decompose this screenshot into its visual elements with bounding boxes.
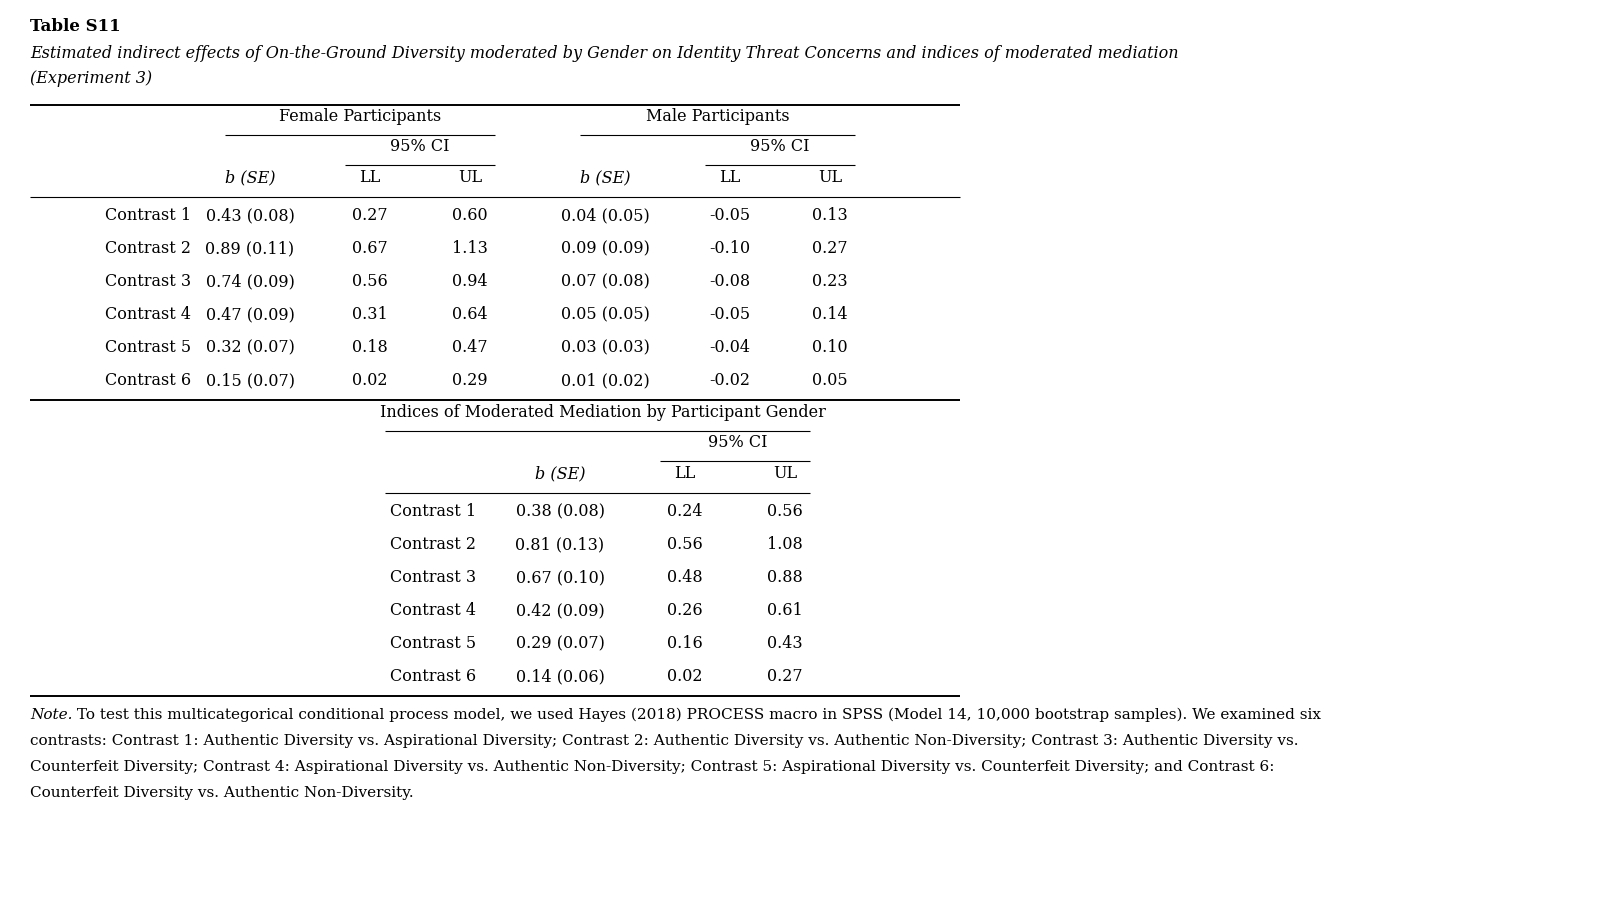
Text: Contrast 2: Contrast 2 [106, 240, 190, 257]
Text: 0.89 (0.11): 0.89 (0.11) [205, 240, 294, 257]
Text: 0.47: 0.47 [453, 339, 488, 356]
Text: 0.02: 0.02 [667, 668, 702, 685]
Text: 95% CI: 95% CI [750, 138, 810, 155]
Text: 0.67: 0.67 [352, 240, 387, 257]
Text: Contrast 2: Contrast 2 [390, 536, 477, 553]
Text: 0.26: 0.26 [667, 602, 702, 619]
Text: Table S11: Table S11 [30, 18, 120, 35]
Text: LL: LL [720, 169, 741, 186]
Text: b (SE): b (SE) [224, 169, 275, 186]
Text: 1.13: 1.13 [453, 240, 488, 257]
Text: 0.05 (0.05): 0.05 (0.05) [560, 306, 650, 323]
Text: 0.27: 0.27 [813, 240, 848, 257]
Text: Contrast 6: Contrast 6 [106, 372, 190, 389]
Text: -0.05: -0.05 [709, 306, 750, 323]
Text: Counterfeit Diversity vs. Authentic Non-Diversity.: Counterfeit Diversity vs. Authentic Non-… [30, 786, 414, 800]
Text: Male Participants: Male Participants [646, 108, 789, 125]
Text: 0.48: 0.48 [667, 569, 702, 586]
Text: Estimated indirect effects of On-the-Ground Diversity moderated by Gender on Ide: Estimated indirect effects of On-the-Gro… [30, 45, 1179, 62]
Text: 0.43 (0.08): 0.43 (0.08) [205, 207, 294, 224]
Text: 95% CI: 95% CI [707, 434, 768, 451]
Text: 0.13: 0.13 [813, 207, 848, 224]
Text: 0.15 (0.07): 0.15 (0.07) [205, 372, 294, 389]
Text: 0.43: 0.43 [766, 635, 803, 652]
Text: UL: UL [818, 169, 842, 186]
Text: 0.24: 0.24 [667, 503, 702, 520]
Text: 0.14 (0.06): 0.14 (0.06) [515, 668, 605, 685]
Text: UL: UL [458, 169, 482, 186]
Text: 0.81 (0.13): 0.81 (0.13) [515, 536, 605, 553]
Text: b (SE): b (SE) [534, 465, 586, 482]
Text: To test this multicategorical conditional process model, we used Hayes (2018) PR: To test this multicategorical conditiona… [72, 708, 1322, 723]
Text: 0.27: 0.27 [352, 207, 387, 224]
Text: 1.08: 1.08 [766, 536, 803, 553]
Text: Note.: Note. [30, 708, 72, 722]
Text: Contrast 3: Contrast 3 [390, 569, 477, 586]
Text: 0.56: 0.56 [352, 273, 387, 290]
Text: UL: UL [773, 465, 797, 482]
Text: 0.09 (0.09): 0.09 (0.09) [560, 240, 650, 257]
Text: -0.10: -0.10 [709, 240, 750, 257]
Text: Contrast 5: Contrast 5 [390, 635, 477, 652]
Text: 0.47 (0.09): 0.47 (0.09) [205, 306, 294, 323]
Text: 0.56: 0.56 [667, 536, 702, 553]
Text: 0.10: 0.10 [813, 339, 848, 356]
Text: 0.18: 0.18 [352, 339, 387, 356]
Text: -0.08: -0.08 [709, 273, 750, 290]
Text: 0.88: 0.88 [766, 569, 803, 586]
Text: -0.05: -0.05 [709, 207, 750, 224]
Text: Contrast 3: Contrast 3 [106, 273, 190, 290]
Text: 0.42 (0.09): 0.42 (0.09) [515, 602, 605, 619]
Text: 0.64: 0.64 [453, 306, 488, 323]
Text: 0.05: 0.05 [813, 372, 848, 389]
Text: 0.27: 0.27 [766, 668, 803, 685]
Text: Indices of Moderated Mediation by Participant Gender: Indices of Moderated Mediation by Partic… [379, 404, 826, 421]
Text: -0.02: -0.02 [709, 372, 750, 389]
Text: 0.56: 0.56 [766, 503, 803, 520]
Text: 0.94: 0.94 [453, 273, 488, 290]
Text: 0.07 (0.08): 0.07 (0.08) [560, 273, 650, 290]
Text: 0.38 (0.08): 0.38 (0.08) [515, 503, 605, 520]
Text: 0.14: 0.14 [813, 306, 848, 323]
Text: Contrast 1: Contrast 1 [106, 207, 190, 224]
Text: b (SE): b (SE) [579, 169, 630, 186]
Text: LL: LL [674, 465, 696, 482]
Text: Contrast 5: Contrast 5 [106, 339, 190, 356]
Text: 0.32 (0.07): 0.32 (0.07) [205, 339, 294, 356]
Text: 95% CI: 95% CI [390, 138, 450, 155]
Text: Contrast 4: Contrast 4 [390, 602, 477, 619]
Text: Counterfeit Diversity; Contrast 4: Aspirational Diversity vs. Authentic Non-Dive: Counterfeit Diversity; Contrast 4: Aspir… [30, 760, 1275, 774]
Text: 0.02: 0.02 [352, 372, 387, 389]
Text: Contrast 1: Contrast 1 [390, 503, 477, 520]
Text: 0.61: 0.61 [766, 602, 803, 619]
Text: 0.03 (0.03): 0.03 (0.03) [560, 339, 650, 356]
Text: Contrast 4: Contrast 4 [106, 306, 190, 323]
Text: contrasts: Contrast 1: Authentic Diversity vs. Aspirational Diversity; Contrast : contrasts: Contrast 1: Authentic Diversi… [30, 734, 1299, 748]
Text: 0.23: 0.23 [813, 273, 848, 290]
Text: 0.74 (0.09): 0.74 (0.09) [205, 273, 294, 290]
Text: Female Participants: Female Participants [278, 108, 442, 125]
Text: 0.67 (0.10): 0.67 (0.10) [515, 569, 605, 586]
Text: Contrast 6: Contrast 6 [390, 668, 477, 685]
Text: 0.29 (0.07): 0.29 (0.07) [515, 635, 605, 652]
Text: 0.31: 0.31 [352, 306, 387, 323]
Text: (Experiment 3): (Experiment 3) [30, 70, 152, 87]
Text: 0.01 (0.02): 0.01 (0.02) [560, 372, 650, 389]
Text: 0.29: 0.29 [453, 372, 488, 389]
Text: 0.60: 0.60 [453, 207, 488, 224]
Text: 0.04 (0.05): 0.04 (0.05) [560, 207, 650, 224]
Text: -0.04: -0.04 [709, 339, 750, 356]
Text: 0.16: 0.16 [667, 635, 702, 652]
Text: LL: LL [360, 169, 381, 186]
